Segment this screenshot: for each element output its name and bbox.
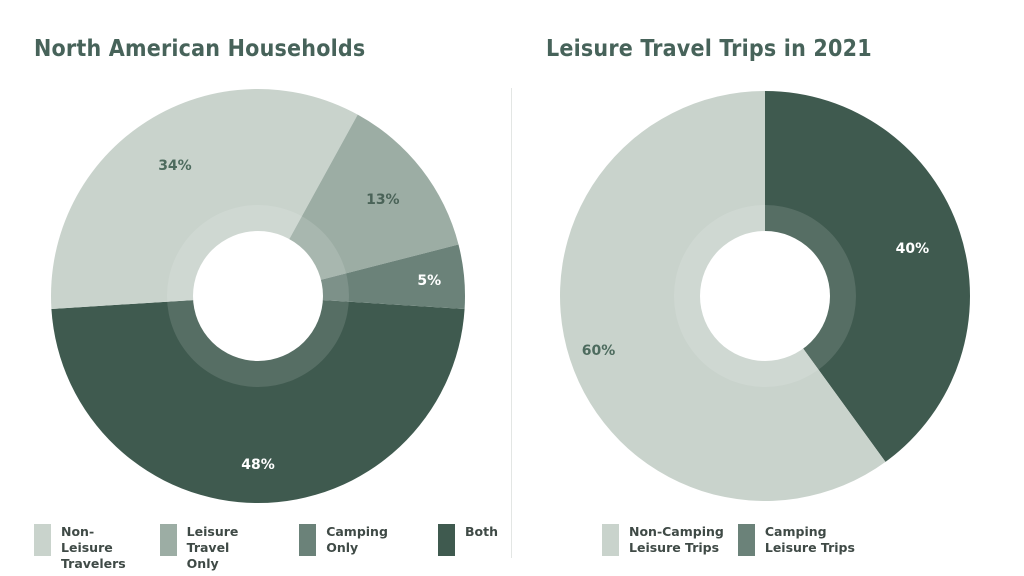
legend-item: Leisure Travel Only	[159, 524, 286, 572]
data-label-non-camping-leisure-trips: 60%	[582, 343, 616, 359]
legend-item: Non-Camping Leisure Trips	[602, 524, 724, 556]
legend-label: Leisure Travel Only	[186, 524, 239, 571]
households-legend: Non-Leisure Travelers Leisure Travel Only…	[34, 524, 512, 572]
donut-hole	[193, 231, 323, 361]
data-label-camping-only: 5%	[417, 273, 441, 289]
slice-leisure-travel-only	[258, 114, 459, 296]
slice-both	[51, 296, 465, 503]
legend-swatch	[602, 524, 619, 556]
slice-camping-leisure-trips	[765, 91, 970, 462]
legend-item: Camping Leisure Trips	[737, 524, 855, 556]
legend-label: Non-Leisure Travelers	[61, 524, 126, 571]
legend-label: Both	[465, 524, 498, 539]
legend-item: Both	[438, 524, 498, 556]
data-label-both: 48%	[241, 457, 275, 473]
chart-title: North American Households	[34, 36, 366, 62]
chart-title: Leisure Travel Trips in 2021	[546, 36, 872, 62]
legend-label: Non-Camping Leisure Trips	[629, 524, 724, 555]
households-chart-panel: North American Households 48% 34% 13% 5% No…	[34, 36, 512, 572]
trips-chart-panel: Leisure Travel Trips in 2021 40% 60% Non-…	[512, 0, 1024, 576]
panel-divider	[511, 88, 512, 558]
legend-swatch	[159, 524, 177, 556]
data-label-camping-leisure-trips: 40%	[896, 241, 930, 257]
trips-donut-chart: 40% 60%	[559, 91, 970, 502]
trips-legend: Non-Camping Leisure Trips Camping Leisure…	[602, 524, 869, 556]
data-label-non-leisure-travelers: 34%	[158, 158, 192, 174]
legend-swatch	[438, 524, 455, 556]
legend-swatch	[737, 524, 755, 556]
legend-swatch	[34, 524, 51, 556]
legend-item: Non-Leisure Travelers	[34, 524, 146, 572]
legend-label: Camping Only	[326, 524, 388, 555]
donut-hole	[700, 231, 830, 361]
legend-item: Camping Only	[299, 524, 424, 556]
households-donut-chart: 48% 34% 13% 5%	[50, 88, 465, 503]
data-label-leisure-travel-only: 13%	[366, 192, 400, 208]
legend-swatch	[299, 524, 317, 556]
legend-label: Camping Leisure Trips	[764, 524, 855, 555]
